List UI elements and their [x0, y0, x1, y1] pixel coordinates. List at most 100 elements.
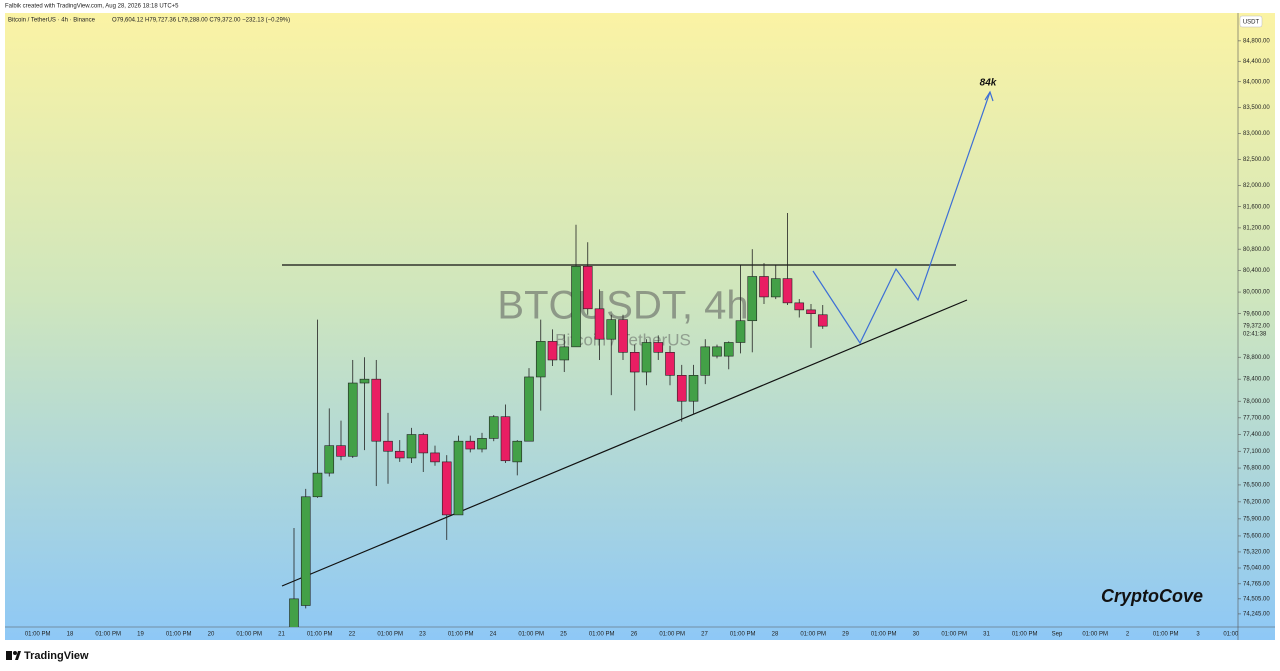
candle-body [371, 378, 382, 442]
x-tick-label: 01:00 PM [1153, 632, 1179, 638]
candle-body [324, 445, 335, 474]
candle-body [723, 342, 734, 357]
x-tick-label: 18 [67, 632, 74, 638]
candle-body [735, 320, 746, 343]
y-tick-label: 83,000.00 [1243, 131, 1270, 137]
y-tick-label: 81,600.00 [1243, 204, 1270, 210]
x-tick-label: 27 [701, 632, 708, 638]
candle-body [571, 265, 581, 348]
candle-body [512, 440, 523, 463]
candle-body [441, 461, 452, 516]
candle-body [477, 438, 487, 450]
x-tick-label: 01:00 PM [307, 632, 333, 638]
candle-body [688, 375, 699, 402]
x-tick-label: 01:00 PM [377, 632, 403, 638]
plot-area [281, 90, 994, 627]
y-tick-label: 84,800.00 [1243, 38, 1270, 44]
x-tick-label: 01:00 PM [25, 632, 51, 638]
y-tick-label: 74,245.00 [1243, 611, 1270, 617]
x-tick-label: 22 [349, 632, 356, 638]
x-tick-label: 29 [842, 632, 849, 638]
candle-body [770, 278, 781, 298]
x-tick-label: 01:00 PM [1082, 632, 1108, 638]
y-tick-label: 77,700.00 [1243, 415, 1270, 421]
y-tick-label: 74,505.00 [1243, 596, 1270, 602]
y-tick-label: 81,200.00 [1243, 225, 1270, 231]
y-tick-label: 79,600.00 [1243, 311, 1270, 317]
y-tick-label: 74,765.00 [1243, 581, 1270, 587]
y-tick-label: 75,040.00 [1243, 566, 1270, 572]
candle-body [418, 434, 429, 454]
y-tick-label: 75,320.00 [1243, 550, 1270, 556]
projection-arrow [984, 90, 994, 102]
candle-body [594, 308, 605, 340]
candle-body [465, 440, 476, 450]
y-tick-label: 82,000.00 [1243, 183, 1270, 189]
y-tick-label: 75,900.00 [1243, 516, 1270, 522]
y-tick-label: 75,600.00 [1243, 534, 1270, 540]
candle-body [606, 319, 617, 340]
y-tick-label: 78,000.00 [1243, 399, 1270, 405]
x-tick-label: 01:00 PM [800, 632, 826, 638]
countdown: 02:41:38 [1243, 332, 1267, 338]
candle-body [559, 346, 570, 361]
currency-badge [1239, 15, 1263, 28]
projection-path [812, 91, 991, 345]
candle-body [653, 342, 664, 353]
symbol: Bitcoin / TetherUS · 4h · Binance [8, 18, 96, 24]
candle-body [347, 382, 358, 457]
candle-body [300, 496, 311, 606]
x-tick-label: 25 [560, 632, 567, 638]
y-tick-label: 76,500.00 [1243, 483, 1270, 489]
x-tick-label: 01:00 PM [1223, 632, 1249, 638]
candle-body [312, 472, 323, 498]
x-tick-label: 01:00 PM [589, 632, 615, 638]
y-tick-label: 82,500.00 [1243, 157, 1270, 163]
y-tick-label: 80,400.00 [1243, 268, 1270, 274]
y-tick-label: 83,500.00 [1243, 105, 1270, 111]
x-tick-label: 01:00 PM [659, 632, 685, 638]
x-tick-label: 3 [1196, 632, 1200, 638]
y-tick-label: 80,800.00 [1243, 247, 1270, 253]
candle-body [782, 278, 793, 304]
x-tick-label: 26 [631, 632, 638, 638]
y-tick-label: 84,400.00 [1243, 59, 1270, 65]
x-tick-label: Sep [1052, 632, 1063, 638]
x-tick-label: 2 [1126, 632, 1130, 638]
candle-body [747, 276, 758, 322]
candle-body [406, 434, 417, 459]
y-tick-label: 84,000.00 [1243, 79, 1270, 85]
candle-body [806, 309, 816, 314]
candle-body [618, 319, 628, 353]
candle-body [359, 378, 370, 384]
ohlc: O79,604.12 H79,727.36 L79,288.00 C79,372… [112, 18, 290, 24]
x-axis: 01:00 PM 18 01:00 PM 19 01:00 PM 20 01:00 PM 21… [25, 632, 1249, 638]
trend-line [281, 299, 968, 587]
y-tick-label: 76,200.00 [1243, 499, 1270, 505]
footer-brand: TradingView [24, 650, 89, 662]
candle-body [289, 598, 299, 627]
logo-mark [6, 651, 12, 660]
candle-body [817, 314, 828, 327]
x-tick-label: 01:00 PM [236, 632, 262, 638]
candle-body [430, 452, 440, 463]
candle-body [336, 445, 346, 457]
candle-body [383, 440, 393, 452]
x-tick-label: 21 [278, 632, 285, 638]
x-tick-label: 28 [772, 632, 779, 638]
x-tick-label: 24 [490, 632, 497, 638]
x-tick-label: 01:00 PM [448, 632, 474, 638]
logo-mark [13, 651, 17, 655]
candle-body [629, 352, 640, 373]
y-tick-label: 78,800.00 [1243, 355, 1270, 361]
candle-body [794, 302, 805, 311]
y-tick-label: 80,000.00 [1243, 290, 1270, 296]
logo-mark [15, 651, 21, 660]
x-tick-label: 23 [419, 632, 426, 638]
last-price-label: 79,372.00 [1243, 324, 1270, 330]
candle-body [676, 375, 687, 402]
currency: USDT [1243, 20, 1260, 26]
x-tick-label: 01:00 PM [871, 632, 897, 638]
